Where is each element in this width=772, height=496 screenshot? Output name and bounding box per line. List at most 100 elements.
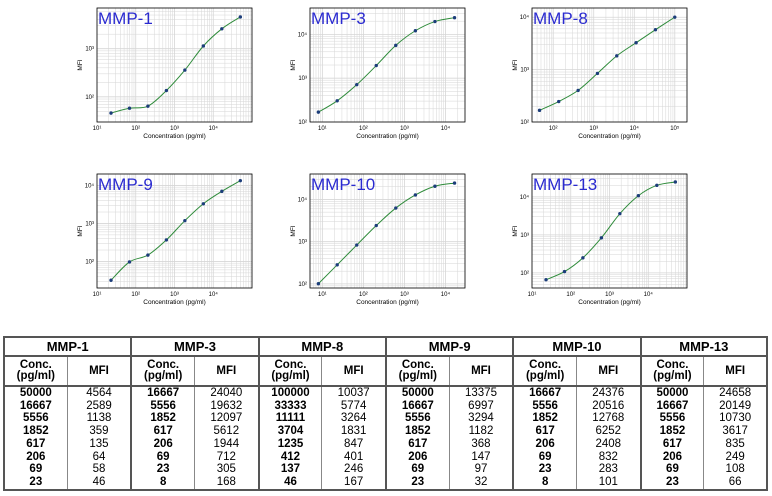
- y-tick-label: 10⁴: [85, 182, 95, 189]
- table-row: 50000 4564 16667 24040 100000 10037 50000 13375…: [2, 386, 769, 400]
- x-tick-label: 10¹: [93, 126, 102, 132]
- cell-conc: 16667: [384, 399, 450, 413]
- data-point: [374, 223, 378, 228]
- table-row: 16667 2589 5556 19632 33333 5774 16667 6997 5556…: [2, 399, 769, 413]
- x-tick-label: 10²: [359, 292, 368, 298]
- data-point: [335, 99, 339, 103]
- plot-frame: [96, 7, 253, 123]
- data-point: [413, 29, 418, 33]
- standards-table: MMP-1 MMP-3 MMP-8 MMP-9 MMP-10 MMP-13 Conc. (p…: [2, 336, 769, 491]
- cell-conc: 100000: [257, 386, 323, 400]
- y-tick-label: 10²: [85, 95, 94, 101]
- cell-mfi: 24658: [703, 386, 769, 400]
- plot-mmp-3: MMP-3 10¹ 10² 10³ 10⁴ 10² 10³ 10⁴ Concentration …: [285, 4, 470, 144]
- x-tick-label: 10³: [589, 126, 598, 132]
- data-point: [537, 108, 542, 113]
- y-tick-label: 10³: [298, 240, 307, 246]
- cell-mfi: 305: [194, 463, 260, 477]
- cell-mfi: 2589: [67, 399, 133, 413]
- cell-mfi: 46: [67, 476, 133, 491]
- data-point: [201, 44, 206, 48]
- y-tick-label: 10²: [520, 271, 529, 277]
- col-header-conc: Conc. (pg/ml): [257, 356, 323, 387]
- cell-mfi: 1138: [67, 412, 133, 426]
- data-point: [394, 206, 398, 210]
- cell-conc: 206: [639, 450, 705, 464]
- y-tick-label: 10⁴: [520, 194, 530, 201]
- data-point: [452, 15, 457, 20]
- col-header-conc: Conc. (pg/ml): [130, 356, 195, 387]
- col-header-conc: Conc. (pg/ml): [2, 356, 68, 387]
- cell-conc: 50000: [2, 386, 68, 400]
- y-tick-label: 10³: [85, 47, 94, 53]
- x-tick-label: 10⁴: [630, 125, 640, 132]
- cell-mfi: 3617: [703, 425, 769, 438]
- data-point: [673, 180, 678, 184]
- x-tick-label: 10¹: [318, 292, 327, 298]
- cell-mfi: 10037: [321, 386, 387, 400]
- y-tick-label: 10³: [85, 221, 94, 227]
- data-point: [634, 40, 638, 45]
- cell-mfi: 5612: [194, 425, 260, 438]
- y-tick-label: 10²: [298, 120, 307, 126]
- col-header-mfi: MFI: [193, 356, 260, 387]
- cell-conc: 16667: [512, 386, 577, 400]
- x-tick-label: 10³: [400, 292, 409, 298]
- cell-mfi: 13375: [449, 386, 515, 400]
- table-row: 5556 1138 1852 12097 11111 3264 5556 3294 1852 12…: [2, 412, 769, 426]
- y-tick-label: 10²: [298, 282, 307, 288]
- x-tick-label: 10⁴: [644, 291, 654, 298]
- x-tick-label: 10¹: [318, 126, 327, 132]
- table-group-title: MMP-13: [639, 336, 769, 357]
- plot-title: MMP-13: [533, 175, 597, 194]
- x-tick-label: 10²: [359, 126, 368, 132]
- plot-mmp-8: MMP-8 10² 10³ 10⁴ 10⁵ 10² 10³ 10⁴ Concentration …: [507, 4, 692, 144]
- cell-mfi: 10730: [703, 412, 769, 426]
- data-point: [164, 238, 169, 242]
- cell-mfi: 359: [67, 425, 133, 438]
- data-point: [413, 193, 418, 197]
- table-group-title: MMP-9: [384, 336, 515, 357]
- cell-mfi: 283: [576, 463, 642, 477]
- cell-conc: 1235: [257, 437, 323, 451]
- table-row: 206 64 69 712 412 401 206 147 69 832 206 249: [2, 450, 769, 464]
- y-axis-label: MFI: [77, 225, 84, 236]
- y-tick-label: 10³: [520, 233, 529, 239]
- data-point: [183, 218, 187, 223]
- cell-mfi: 3294: [449, 412, 515, 426]
- fit-curve: [539, 16, 676, 111]
- data-point: [374, 63, 378, 68]
- y-axis-label: MFI: [290, 59, 297, 70]
- cell-conc: 3704: [257, 425, 323, 438]
- data-point: [615, 54, 619, 58]
- x-tick-label: 10¹: [528, 292, 537, 298]
- data-point: [655, 183, 659, 188]
- cell-conc: 5556: [2, 412, 68, 426]
- x-tick-label: 10⁴: [441, 125, 451, 132]
- plot-frame: [531, 7, 688, 123]
- y-tick-label: 10²: [520, 120, 529, 126]
- x-tick-label: 10⁴: [209, 291, 219, 298]
- x-tick-label: 10¹: [93, 292, 102, 298]
- plot-title: MMP-10: [311, 175, 375, 194]
- cell-conc: 16667: [2, 399, 68, 413]
- cell-conc: 23: [639, 476, 705, 491]
- table-group-title: MMP-8: [257, 336, 387, 357]
- x-axis-label: Concentration (pg/ml): [356, 133, 419, 140]
- col-header-mfi: MFI: [321, 356, 387, 387]
- table-row: 69 58 23 305 137 246 69 97 23 283 69 108: [2, 463, 769, 477]
- col-header-mfi: MFI: [703, 356, 769, 387]
- data-point: [127, 106, 132, 110]
- plot-frame: [531, 173, 688, 289]
- plot-mmp-9: MMP-9 10¹ 10² 10³ 10⁴ 10² 10³ 10⁴ Concentration …: [72, 170, 257, 310]
- grid: [531, 8, 688, 123]
- x-tick-label: 10³: [400, 126, 409, 132]
- data-point: [673, 15, 677, 19]
- data-point: [394, 43, 398, 48]
- data-point: [653, 28, 658, 32]
- data-point: [146, 253, 150, 257]
- cell-mfi: 24040: [194, 386, 260, 400]
- data-point: [595, 71, 600, 76]
- cell-mfi: 12768: [576, 412, 642, 426]
- cell-mfi: 1182: [449, 425, 515, 438]
